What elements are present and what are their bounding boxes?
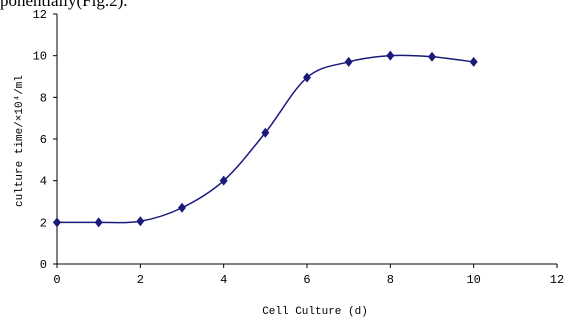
x-tick-label: 10 <box>466 273 480 287</box>
x-tick-label: 0 <box>53 273 60 287</box>
y-tick-label: 2 <box>40 216 47 230</box>
y-tick-label: 6 <box>40 133 47 147</box>
x-tick-label: 8 <box>387 273 394 287</box>
y-tick-label: 8 <box>40 91 47 105</box>
y-tick-label: 0 <box>40 258 47 272</box>
y-tick-label: 4 <box>40 175 47 189</box>
series-line <box>56 54 474 224</box>
y-axis-ticks: 0 2 4 6 8 10 12 <box>33 8 57 272</box>
y-tick-label: 10 <box>33 50 47 64</box>
data-point-marker <box>219 175 228 186</box>
x-axis-label: Cell Culture (d) <box>262 306 368 318</box>
data-point-marker <box>94 217 103 228</box>
caption-fragment: ponentially(Fig.2). <box>0 0 128 10</box>
series-markers <box>53 50 478 228</box>
data-point-marker <box>428 51 436 62</box>
x-tick-label: 6 <box>303 273 310 287</box>
data-point-marker <box>53 217 61 228</box>
chart-axes <box>56 14 557 265</box>
data-point-marker <box>469 56 478 67</box>
data-point-marker <box>261 127 270 138</box>
data-point-marker <box>386 50 395 61</box>
x-tick-label: 4 <box>220 273 227 287</box>
y-tick-label: 12 <box>33 8 47 22</box>
x-axis-ticks: 0 2 4 6 8 10 12 <box>53 264 564 287</box>
data-point-marker <box>136 216 145 227</box>
data-point-marker <box>303 72 311 83</box>
y-axis-label: culture time/×10⁴/ml <box>14 75 26 207</box>
data-point-marker <box>178 202 186 213</box>
x-tick-label: 12 <box>550 273 564 287</box>
data-point-marker <box>344 56 353 67</box>
x-tick-label: 2 <box>137 273 144 287</box>
